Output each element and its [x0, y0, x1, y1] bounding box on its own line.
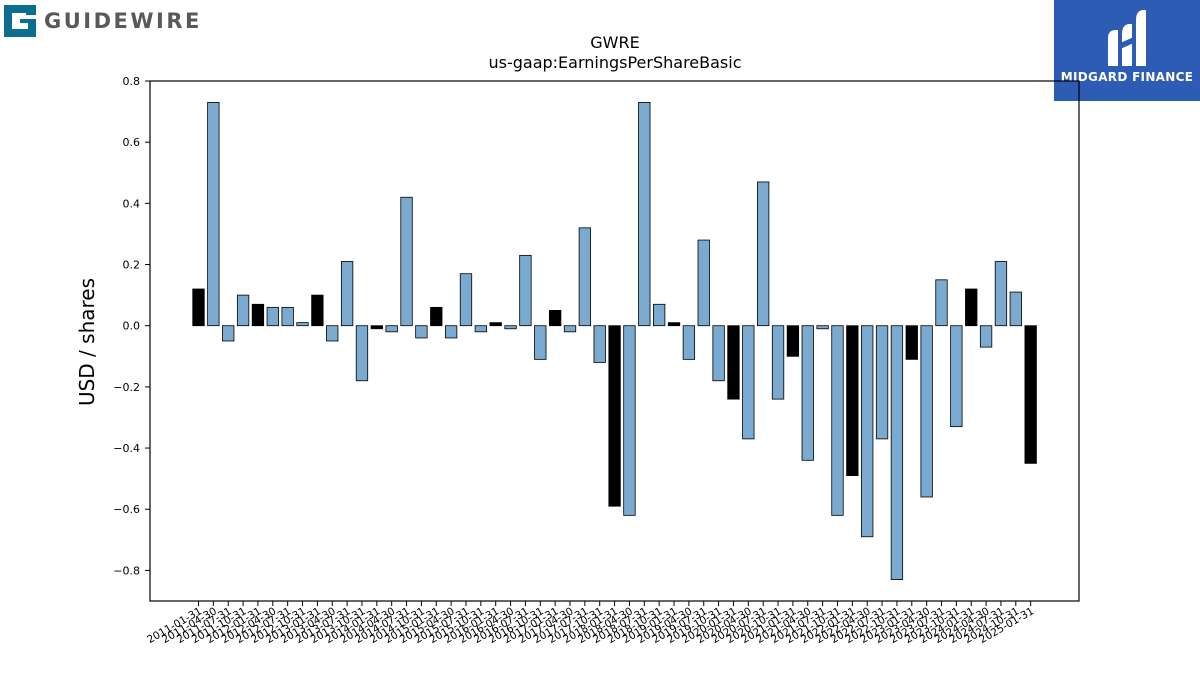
- bar-2022-07-31: [875, 325, 889, 440]
- bar-2015-10-31: [474, 325, 487, 333]
- midgard-mark-icon: [1108, 10, 1146, 66]
- company-logo: GUIDEWIRE: [4, 4, 202, 38]
- y-tick-label: −0.6: [113, 503, 140, 516]
- y-tick-label: −0.2: [113, 381, 140, 394]
- y-tick-label: 0.4: [123, 197, 141, 210]
- bar-2014-07-31: [400, 196, 413, 327]
- bar-2012-04-30: [266, 306, 279, 327]
- bar-2013-10-31: [355, 325, 369, 382]
- bar-2024-04-30: [979, 325, 993, 348]
- bar-2015-01-31: [430, 306, 443, 327]
- bar-2017-04-30: [563, 325, 577, 333]
- y-tick-label: 0.0: [123, 320, 141, 333]
- bar-2020-04-30: [742, 325, 755, 440]
- partner-logo-text: MIDGARD FINANCE: [1060, 70, 1194, 84]
- bar-2016-04-30: [504, 325, 517, 330]
- bar-2011-01-31: [192, 288, 205, 327]
- bar-2017-01-31: [548, 310, 562, 327]
- bar-2018-04-30: [623, 325, 636, 516]
- bar-2016-07-31: [519, 254, 532, 327]
- bar-2019-07-31: [697, 239, 710, 327]
- bar-2022-01-31: [846, 325, 859, 476]
- bar-2021-01-31: [786, 325, 800, 357]
- bar-2017-07-31: [578, 227, 592, 327]
- bar-2021-07-31: [816, 325, 829, 330]
- bars-group: [192, 102, 1037, 580]
- bar-2024-10-31: [1009, 291, 1022, 327]
- guidewire-g-icon: [4, 5, 36, 37]
- bar-2019-10-31: [712, 325, 725, 382]
- bar-2013-07-31: [340, 261, 354, 327]
- bar-2021-10-31: [831, 325, 844, 516]
- partner-logo: MIDGARD FINANCE: [1054, 0, 1200, 101]
- y-tick-label: 0.6: [123, 136, 141, 149]
- plot-frame: [149, 80, 1080, 602]
- bar-2023-01-31: [905, 325, 918, 360]
- bar-2025-01-31: [1024, 325, 1037, 464]
- bar-2016-10-31: [534, 325, 547, 360]
- bar-2018-07-31: [638, 102, 651, 327]
- bar-2024-01-31: [965, 288, 978, 327]
- y-tick-label: −0.8: [113, 564, 140, 577]
- bar-2011-10-31: [236, 294, 250, 327]
- bar-2018-01-31: [608, 325, 621, 507]
- bar-2015-07-31: [459, 273, 473, 327]
- bar-2013-01-31: [311, 294, 324, 327]
- bar-2021-04-30: [801, 325, 814, 461]
- bar-2015-04-30: [444, 325, 458, 339]
- bar-2014-04-30: [385, 325, 398, 333]
- bar-2020-10-31: [771, 325, 785, 400]
- bar-2013-04-30: [326, 325, 339, 342]
- bar-2014-01-31: [370, 325, 383, 330]
- company-logo-text: GUIDEWIRE: [44, 9, 202, 33]
- y-axis-label: USD / shares: [75, 278, 99, 406]
- y-tick-label: 0.2: [123, 259, 141, 272]
- bar-2023-10-31: [950, 325, 963, 428]
- bar-2012-07-31: [281, 306, 294, 327]
- bar-2024-07-31: [994, 261, 1008, 327]
- bar-2022-10-31: [890, 325, 904, 580]
- bar-2022-04-30: [861, 325, 874, 538]
- chart-title: GWRE: [590, 33, 639, 52]
- bar-2016-01-31: [489, 322, 502, 327]
- bar-2017-10-31: [593, 325, 606, 363]
- bar-2018-10-31: [653, 303, 666, 327]
- bar-2012-10-31: [296, 322, 309, 327]
- bar-2023-04-30: [920, 325, 933, 498]
- y-tick-label: 0.8: [123, 75, 141, 88]
- y-ticks-group: −0.8 −0.6 −0.4 −0.2 0.0 0.2 0.4 0.6 0.8: [113, 75, 150, 577]
- bar-2014-10-31: [415, 325, 428, 339]
- y-tick-label: −0.4: [113, 442, 140, 455]
- x-ticks-group: 2011-01-312011-04-302011-07-312011-10-31…: [145, 601, 1036, 646]
- bar-2019-01-31: [667, 322, 681, 327]
- bar-2020-01-31: [727, 325, 740, 400]
- bar-2023-07-31: [935, 279, 948, 327]
- bar-2020-07-31: [757, 181, 770, 327]
- chart-subtitle: us-gaap:EarningsPerShareBasic: [488, 53, 741, 72]
- bar-2012-01-31: [251, 303, 265, 327]
- bar-2011-07-31: [222, 325, 235, 342]
- bar-2019-04-30: [682, 325, 696, 360]
- bar-2011-04-30: [207, 102, 220, 327]
